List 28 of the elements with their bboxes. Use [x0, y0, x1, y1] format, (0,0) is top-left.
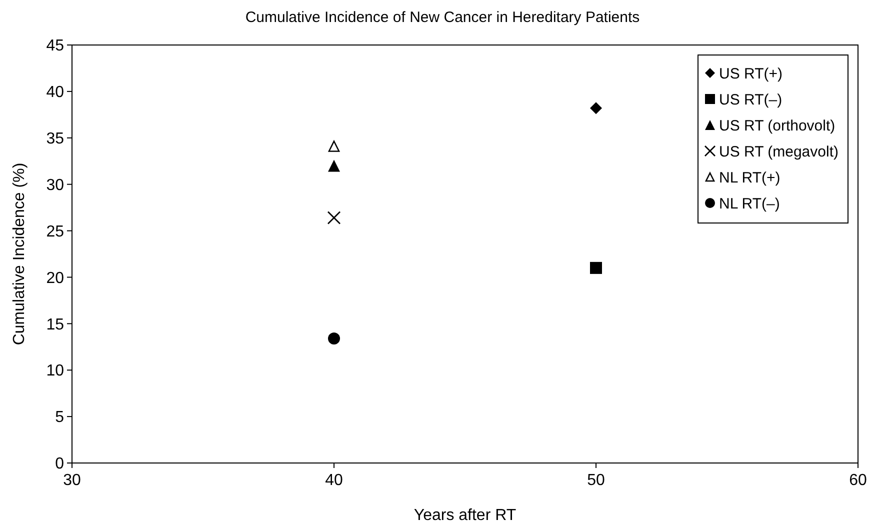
legend-label: US RT (orthovolt) [719, 117, 836, 134]
y-tick-label: 5 [55, 409, 64, 426]
point [590, 262, 602, 274]
y-tick-label: 25 [46, 223, 64, 240]
legend-label: US RT(–) [719, 91, 782, 108]
point [590, 102, 602, 114]
point [327, 211, 341, 224]
y-tick-label: 10 [46, 362, 64, 380]
y-axis-title: Cumulative Incidence (%) [11, 162, 28, 346]
x-tick-label: 60 [849, 472, 867, 489]
point [328, 140, 340, 152]
point [328, 332, 340, 345]
y-tick-label: 30 [46, 176, 64, 194]
y-tick-label: 45 [46, 38, 64, 55]
point [328, 160, 340, 172]
x-tick-label: 50 [587, 472, 605, 489]
y-tick-label: 0 [55, 456, 64, 473]
legend-label: US RT (megavolt) [719, 143, 838, 160]
chart-title: Cumulative Incidence of New Cancer in Hereditary Patients [245, 9, 640, 26]
legend-label: US RT(+) [719, 65, 782, 82]
y-tick-label: 15 [46, 316, 64, 334]
x-axis-title: Years after RT [414, 507, 516, 524]
y-tick-label: 35 [46, 130, 64, 148]
y-tick-label: 40 [46, 84, 64, 102]
x-tick-label: 40 [325, 472, 343, 489]
legend-label: NL RT(+) [719, 169, 780, 186]
y-tick-label: 20 [46, 270, 64, 287]
legend-label: NL RT(–) [719, 195, 780, 212]
